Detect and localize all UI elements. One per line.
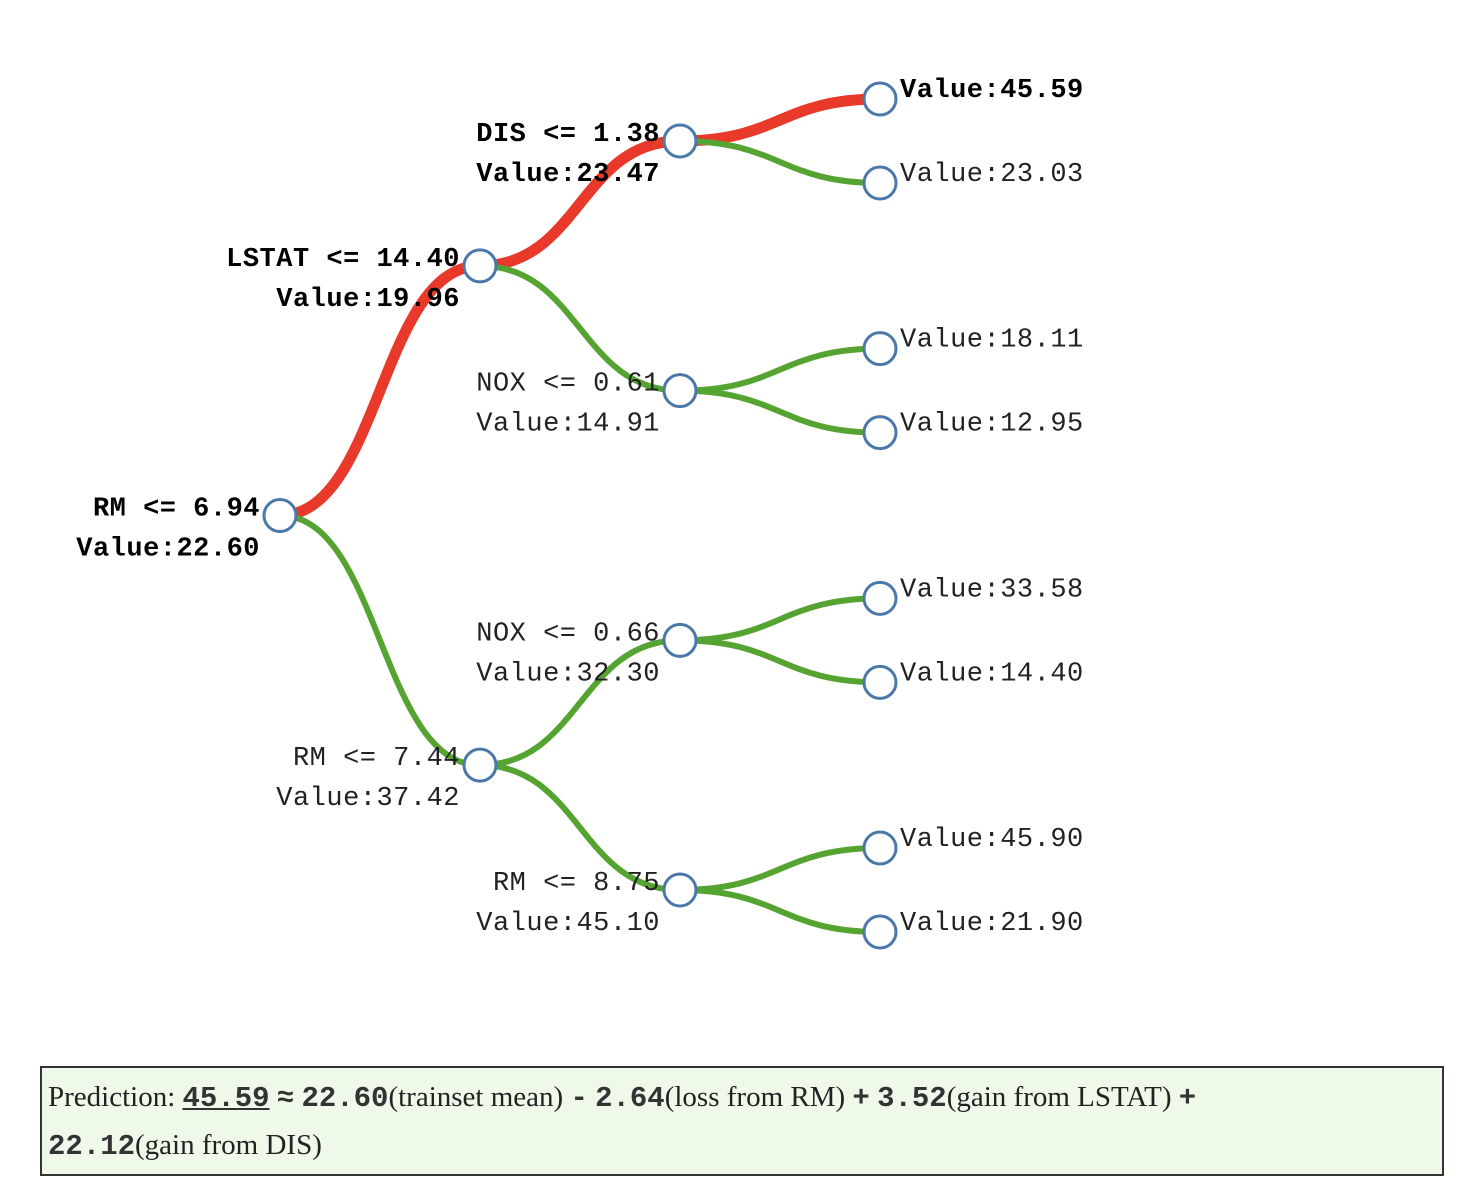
tree-node-root-left-left-right <box>862 165 898 201</box>
edge-root-left-right-right <box>677 387 883 436</box>
node-split-label-root-right: RM <= 7.44 <box>293 744 460 774</box>
tree-node-root-left-right-right <box>862 415 898 451</box>
tree-edges <box>274 93 886 935</box>
edge-root-right <box>277 512 483 769</box>
prediction-summary: Prediction: 45.59 ≈ 22.60(trainset mean)… <box>40 1066 1444 1176</box>
leaf-value-label-root-right-left-left: Value:33.58 <box>900 575 1084 605</box>
node-split-label-root-right-left: NOX <= 0.66 <box>476 619 660 649</box>
leaf-value-label-root-left-right-left: Value:18.11 <box>900 326 1084 356</box>
edge-root-left-right <box>477 262 683 394</box>
edge-root-right-right <box>477 762 683 893</box>
term-lstat-text: (gain from LSTAT) <box>946 1081 1172 1113</box>
approx-symbol: ≈ <box>276 1082 295 1115</box>
tree-node-root-right <box>462 747 498 783</box>
tree-node-root-right-right-right <box>862 914 898 950</box>
tree-node-root-right-left-right <box>862 664 898 700</box>
term-dis-op: + <box>1178 1082 1197 1115</box>
node-split-label-root-left-left: DIS <= 1.38 <box>476 120 660 150</box>
tree-node-root-left-right <box>662 373 698 409</box>
leaf-value-label-root-left-right-right: Value:12.95 <box>900 410 1084 440</box>
prediction-label: Prediction: <box>48 1081 176 1113</box>
tree-node-root <box>262 498 298 533</box>
tree-node-root-left-left-left <box>862 81 898 117</box>
edge-root-right-left <box>477 637 683 769</box>
active-edge-root-left <box>274 260 486 521</box>
edge-root-left-left-right <box>677 138 883 186</box>
node-value-label-root-right-right: Value:45.10 <box>476 909 660 939</box>
node-value-label-root-right-left: Value:32.30 <box>476 659 660 689</box>
term-rm-amount: 2.64 <box>595 1082 665 1115</box>
term-dis-amount: 22.12 <box>48 1130 136 1163</box>
tree-node-root-left-right-left <box>862 331 898 367</box>
term-rm-op: - <box>570 1082 588 1115</box>
edge-root-right-left-right <box>677 637 883 686</box>
decision-tree-diagram: Value:45.59 Value:23.03 DIS <= 1.38 Value:2… <box>76 76 1083 950</box>
term-lstat-amount: 3.52 <box>877 1082 947 1115</box>
active-edge-root-left-left-left <box>674 93 886 147</box>
node-split-label-root: RM <= 6.94 <box>93 495 260 525</box>
tree-labels: Value:45.59 Value:23.03 DIS <= 1.38 Value:2… <box>76 76 1083 939</box>
edge-root-right-left-left <box>677 595 883 644</box>
leaf-value-label-root-right-left-right: Value:14.40 <box>900 659 1084 689</box>
term-rm-text: (loss from RM) <box>664 1081 846 1113</box>
trainset-mean-value: 22.60 <box>301 1082 389 1115</box>
node-split-label-root-right-right: RM <= 8.75 <box>493 869 660 899</box>
node-split-label-root-left: LSTAT <= 14.40 <box>226 245 460 275</box>
node-value-label-root-right: Value:37.42 <box>276 784 460 814</box>
tree-nodes <box>262 81 898 950</box>
term-dis-text: (gain from DIS) <box>135 1129 322 1161</box>
active-edge-root-left-left <box>474 135 686 272</box>
node-value-label-root-left-right: Value:14.91 <box>476 410 660 440</box>
tree-node-root-right-right-left <box>862 830 898 866</box>
edge-root-right-right-left <box>677 845 883 893</box>
node-split-label-root-left-right: NOX <= 0.61 <box>476 370 660 400</box>
tree-node-root-right-right <box>662 872 698 908</box>
edge-root-left-right-left <box>677 345 883 394</box>
prediction-value: 45.59 <box>182 1082 270 1115</box>
node-value-label-root-left-left: Value:23.47 <box>476 160 660 190</box>
leaf-value-label-root-left-left-left: Value:45.59 <box>900 76 1084 106</box>
node-value-label-root-left: Value:19.96 <box>276 285 460 315</box>
leaf-value-label-root-left-left-right: Value:23.03 <box>900 160 1084 190</box>
edge-root-right-right-right <box>677 887 883 935</box>
trainset-mean-text: (trainset mean) <box>388 1081 564 1113</box>
term-lstat-op: + <box>852 1082 870 1115</box>
node-value-label-root: Value:22.60 <box>76 535 260 565</box>
leaf-value-label-root-right-right-right: Value:21.90 <box>900 909 1084 939</box>
tree-node-root-left <box>462 248 498 284</box>
tree-node-root-left-left <box>662 123 698 159</box>
tree-node-root-right-left <box>662 622 698 658</box>
leaf-value-label-root-right-right-left: Value:45.90 <box>900 825 1084 855</box>
tree-node-root-right-left-left <box>862 580 898 616</box>
